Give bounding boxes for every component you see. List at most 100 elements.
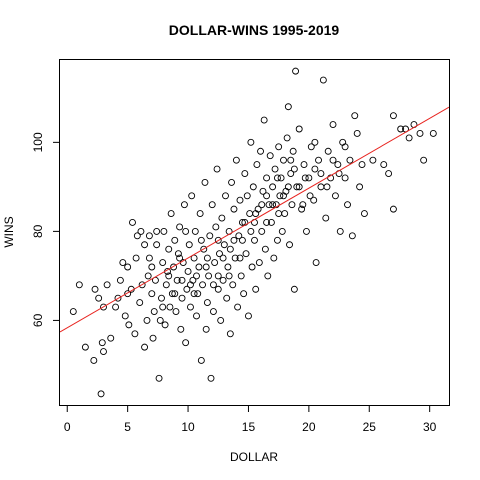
data-point bbox=[389, 112, 397, 120]
data-point bbox=[341, 174, 349, 182]
data-point bbox=[336, 227, 344, 235]
data-point bbox=[148, 263, 156, 271]
data-point bbox=[232, 156, 240, 164]
data-point bbox=[191, 227, 199, 235]
data-point bbox=[137, 227, 145, 235]
data-point bbox=[203, 254, 211, 262]
data-point bbox=[290, 285, 298, 293]
data-point bbox=[245, 312, 252, 320]
data-point bbox=[190, 254, 198, 262]
data-point bbox=[208, 201, 216, 209]
data-point bbox=[274, 174, 281, 182]
data-point bbox=[329, 156, 337, 164]
data-point bbox=[258, 227, 266, 235]
regression-line bbox=[60, 106, 449, 333]
data-point bbox=[278, 227, 286, 235]
data-point bbox=[149, 334, 157, 342]
data-point bbox=[159, 303, 167, 311]
data-point bbox=[213, 165, 221, 173]
data-point bbox=[236, 254, 244, 262]
data-point bbox=[214, 272, 222, 280]
data-point bbox=[306, 192, 314, 200]
data-point bbox=[287, 170, 295, 177]
data-point bbox=[312, 259, 320, 266]
data-point bbox=[353, 129, 361, 137]
x-axis: 0 5 10 15 20 25 30 bbox=[64, 405, 437, 434]
data-point bbox=[197, 236, 205, 244]
data-point bbox=[132, 254, 140, 262]
data-point bbox=[90, 357, 98, 364]
y-tick-label: 100 bbox=[31, 132, 45, 152]
data-point bbox=[125, 321, 133, 329]
data-point bbox=[209, 308, 217, 315]
data-point bbox=[334, 161, 342, 169]
data-point bbox=[131, 330, 139, 338]
data-point bbox=[270, 254, 278, 262]
y-axis: 60 80 100 bbox=[31, 132, 60, 327]
data-point bbox=[114, 294, 122, 302]
data-point bbox=[214, 236, 222, 244]
data-point bbox=[324, 147, 332, 155]
data-point bbox=[201, 178, 209, 186]
data-point bbox=[202, 325, 210, 333]
data-point bbox=[238, 236, 246, 244]
data-point bbox=[264, 272, 272, 280]
data-point bbox=[199, 281, 207, 289]
data-point bbox=[150, 308, 158, 315]
data-point bbox=[284, 103, 292, 111]
data-point bbox=[344, 201, 351, 209]
data-point bbox=[145, 254, 153, 262]
data-point bbox=[235, 232, 243, 240]
y-axis-label: WINS bbox=[2, 216, 16, 247]
data-point bbox=[385, 170, 393, 177]
data-point bbox=[182, 339, 190, 347]
data-point bbox=[107, 334, 115, 342]
data-point bbox=[219, 254, 227, 262]
data-point bbox=[241, 170, 249, 177]
data-point bbox=[195, 263, 203, 271]
x-axis-label: DOLLAR bbox=[230, 450, 278, 464]
data-point bbox=[295, 183, 303, 191]
data-point bbox=[119, 259, 127, 266]
data-point bbox=[202, 263, 210, 271]
data-point bbox=[161, 321, 169, 329]
data-point bbox=[311, 138, 319, 146]
data-point bbox=[160, 227, 168, 235]
data-point bbox=[158, 294, 165, 302]
data-point bbox=[358, 161, 366, 169]
data-point bbox=[223, 294, 231, 302]
x-tick-label: 0 bbox=[64, 420, 71, 434]
data-point bbox=[310, 196, 318, 204]
data-point bbox=[69, 308, 77, 315]
data-point bbox=[216, 250, 223, 258]
data-point bbox=[253, 161, 261, 169]
data-point bbox=[203, 299, 211, 307]
data-point bbox=[145, 232, 153, 240]
data-point bbox=[196, 210, 204, 218]
data-point bbox=[225, 272, 233, 280]
data-point bbox=[136, 299, 144, 307]
data-point bbox=[124, 263, 132, 271]
data-point bbox=[249, 183, 257, 191]
data-point bbox=[289, 147, 297, 155]
data-point bbox=[81, 343, 89, 351]
data-point bbox=[171, 290, 179, 298]
data-point bbox=[103, 281, 111, 289]
data-point bbox=[247, 138, 255, 146]
data-point bbox=[133, 232, 141, 240]
data-point bbox=[206, 232, 214, 240]
data-point bbox=[176, 254, 184, 262]
data-point bbox=[274, 236, 281, 244]
data-point bbox=[300, 161, 308, 169]
data-point bbox=[155, 374, 163, 382]
data-point bbox=[258, 201, 266, 209]
data-point bbox=[222, 192, 229, 200]
data-point bbox=[351, 112, 359, 120]
data-point bbox=[242, 250, 250, 258]
y-tick-label: 80 bbox=[31, 224, 45, 238]
data-point bbox=[277, 174, 285, 182]
data-point bbox=[329, 121, 337, 129]
data-point bbox=[255, 259, 263, 266]
data-point bbox=[174, 250, 182, 258]
data-point bbox=[429, 129, 437, 137]
